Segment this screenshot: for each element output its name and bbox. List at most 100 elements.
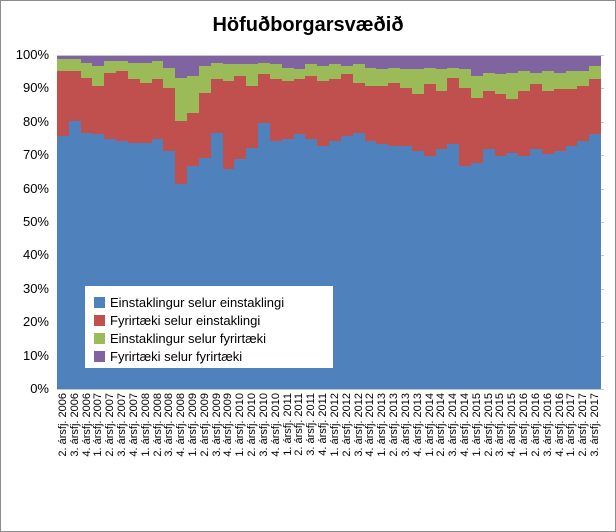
x-tick-label: 2. ársfj. 2009: [198, 393, 211, 457]
bar-column: [68, 56, 81, 389]
bar-column: [482, 56, 495, 389]
bar-column: [541, 56, 554, 389]
y-tick-label: 40%: [22, 247, 49, 263]
bar-segment: [459, 56, 471, 70]
bar-segment: [57, 70, 69, 136]
bar-segment: [127, 142, 140, 389]
bar-segment: [530, 56, 542, 73]
bar-segment: [293, 69, 306, 80]
bar-segment: [518, 70, 531, 91]
legend-swatch: [94, 351, 105, 362]
bar-segment: [518, 155, 531, 389]
bar-column: [589, 56, 602, 389]
bar-segment: [340, 65, 353, 75]
bar-segment: [411, 69, 424, 95]
x-tick-label: 1. ársfj. 2015: [470, 393, 483, 457]
bar-segment: [151, 79, 164, 140]
bar-segment: [317, 80, 330, 146]
x-tick-label: 1. ársfj. 2013: [376, 393, 389, 457]
bar-segment: [459, 87, 471, 166]
y-tick-label: 0%: [30, 381, 49, 396]
bar-segment: [494, 94, 507, 156]
bar-segment: [305, 139, 318, 389]
x-tick-label: 3. ársfj. 2011: [305, 393, 318, 456]
bar-segment: [92, 56, 105, 66]
bar-segment: [553, 72, 566, 90]
bar-column: [553, 56, 566, 389]
bar-segment: [317, 145, 330, 389]
bar-segment: [80, 62, 93, 78]
x-tick-label: 2. ársfj. 2007: [104, 393, 117, 457]
bar-segment: [269, 140, 282, 389]
bar-segment: [565, 89, 578, 146]
bar-segment: [423, 155, 436, 389]
bar-segment: [577, 70, 590, 86]
legend-swatch: [94, 315, 105, 326]
legend-item: Einstaklingur selur einstaklingi: [94, 294, 333, 311]
bar-segment: [281, 139, 294, 389]
x-tick-label: 2. ársfj. 2017: [577, 393, 590, 457]
x-tick-label: 1. ársfj. 2009: [187, 393, 199, 457]
bar-segment: [435, 90, 448, 150]
x-tick-label: 2. ársfj. 2013: [388, 393, 401, 457]
bar-segment: [482, 72, 495, 91]
x-tick-label: 3. ársfj. 2010: [257, 393, 270, 457]
bar-column: [198, 56, 211, 389]
bar-segment: [459, 69, 471, 88]
bar-column: [222, 56, 235, 389]
bar-segment: [565, 145, 578, 389]
bar-column: [530, 56, 542, 389]
bar-segment: [530, 72, 542, 85]
bar-column: [57, 56, 69, 389]
bar-segment: [447, 144, 460, 389]
y-tick-label: 90%: [22, 80, 49, 96]
bar-segment: [127, 79, 140, 143]
bar-segment: [470, 97, 483, 163]
bar-segment: [577, 85, 590, 141]
bar-segment: [246, 56, 259, 65]
y-tick-label: 100%: [15, 47, 49, 62]
bar-segment: [246, 85, 259, 148]
bar-segment: [400, 69, 412, 88]
bar-segment: [175, 77, 188, 121]
bar-segment: [447, 67, 460, 78]
x-tick-label: 3. ársfj. 2012: [352, 393, 365, 457]
bar-segment: [187, 165, 199, 389]
bar-segment: [541, 56, 554, 71]
bar-segment: [589, 65, 602, 80]
bar-segment: [210, 79, 223, 133]
x-tick-label: 1. ársfj. 2014: [423, 393, 436, 457]
x-tick-label: 4. ársfj. 2014: [459, 393, 471, 457]
bar-segment: [92, 85, 105, 135]
bar-segment: [388, 145, 401, 389]
bar-segment: [506, 72, 519, 100]
x-tick-label: 2. ársfj. 2012: [340, 393, 353, 457]
x-tick-label: 4. ársfj. 2016: [553, 393, 566, 457]
bar-column: [80, 56, 93, 389]
bar-column: [127, 56, 140, 389]
bar-segment: [400, 87, 412, 146]
bar-segment: [57, 59, 69, 71]
bar-segment: [269, 64, 282, 80]
bar-segment: [494, 74, 507, 95]
x-tick-label: 3. ársfj. 2008: [163, 393, 176, 457]
bar-segment: [68, 56, 81, 60]
bar-segment: [198, 65, 211, 93]
bar-segment: [92, 134, 105, 389]
legend-label: Fyrirtæki selur fyrirtæki: [110, 349, 243, 364]
bar-column: [411, 56, 424, 389]
x-tick-label: 2. ársfj. 2016: [529, 393, 542, 457]
y-tick-label: 20%: [22, 314, 49, 330]
bar-segment: [305, 64, 318, 76]
bar-segment: [589, 79, 602, 135]
bar-segment: [411, 150, 424, 389]
bar-segment: [435, 149, 448, 389]
bar-segment: [281, 80, 294, 140]
bar-segment: [530, 149, 542, 389]
bar-segment: [222, 56, 235, 65]
bar-segment: [329, 56, 341, 65]
bar-segment: [198, 56, 211, 66]
bar-segment: [577, 140, 590, 389]
bar-column: [577, 56, 590, 389]
